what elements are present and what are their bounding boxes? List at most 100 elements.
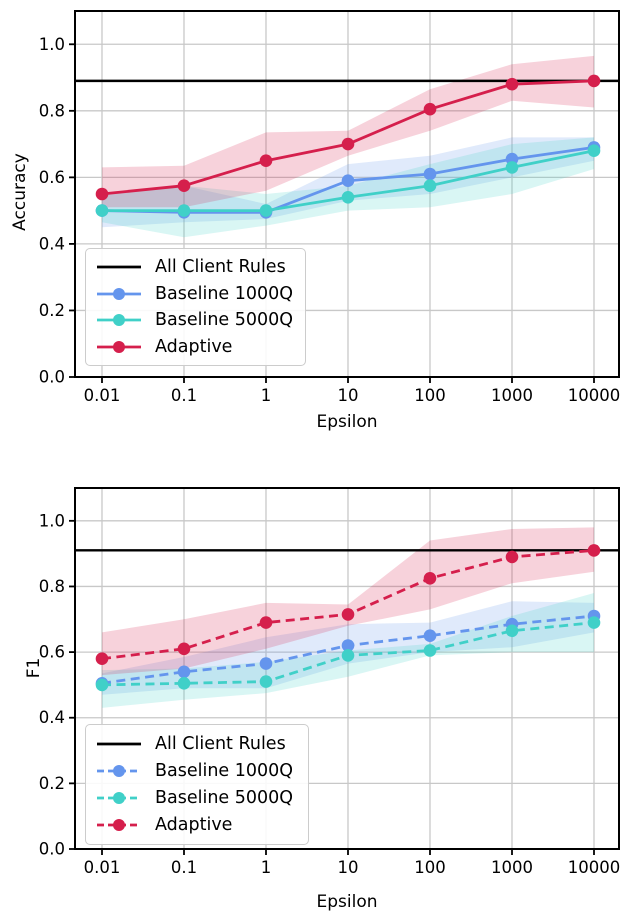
data-point — [177, 677, 191, 690]
data-point — [95, 652, 109, 665]
x-tick-label: 1000 — [491, 386, 533, 405]
data-point — [423, 179, 437, 192]
x-tick-label: 100 — [414, 386, 446, 405]
accuracy-x-axis-label: Epsilon — [316, 412, 378, 432]
legend-item-baseline-5000q: Baseline 5000Q — [96, 307, 295, 334]
data-point — [505, 161, 519, 174]
data-point — [423, 102, 437, 116]
data-point — [259, 616, 273, 629]
data-point — [341, 649, 355, 662]
legend-label: Baseline 1000Q — [155, 283, 294, 304]
x-tick-label: 1 — [261, 386, 272, 405]
legend-item-adaptive: Adaptive — [96, 812, 298, 839]
data-point — [259, 204, 273, 217]
legend-item-all-client-rules: All Client Rules — [96, 254, 295, 281]
axes-border — [74, 10, 620, 378]
x-tick-label: 0.01 — [84, 858, 121, 877]
legend-label: Adaptive — [155, 336, 233, 357]
legend-marker — [113, 287, 125, 300]
data-point — [259, 657, 273, 670]
data-point — [505, 77, 519, 91]
legend-label: Adaptive — [155, 815, 233, 836]
y-tick-label: 0.2 — [39, 774, 65, 793]
legend-marker — [113, 764, 125, 777]
legend-label: Baseline 5000Q — [155, 310, 294, 331]
data-point — [423, 629, 437, 642]
y-tick-label: 0.8 — [39, 101, 65, 120]
legend-item-all-client-rules: All Client Rules — [96, 730, 298, 757]
x-tick-label: 0.1 — [171, 858, 197, 877]
data-point — [341, 137, 355, 151]
baseline-5000q-line-swatch — [96, 788, 142, 808]
legend-label: All Client Rules — [155, 257, 286, 278]
legend-item-baseline-1000q: Baseline 1000Q — [96, 281, 295, 308]
data-point — [95, 678, 109, 692]
data-point — [177, 204, 191, 217]
adaptive-line-swatch — [96, 815, 142, 835]
data-point — [341, 639, 355, 652]
data-point — [587, 544, 601, 557]
x-tick-label: 1000 — [491, 858, 533, 877]
data-point — [259, 675, 273, 688]
y-tick-label: 0.4 — [39, 234, 65, 253]
x-tick-label: 100 — [414, 858, 446, 877]
y-tick-label: 0.2 — [39, 301, 65, 320]
data-point — [505, 550, 519, 564]
confidence-band — [102, 527, 594, 676]
x-tick-label: 0.01 — [84, 386, 121, 405]
data-point — [95, 187, 109, 201]
x-tick-label: 10000 — [568, 386, 621, 405]
data-point — [423, 167, 437, 181]
y-tick-label: 1.0 — [39, 511, 65, 530]
legend-item-adaptive: Adaptive — [96, 334, 295, 361]
x-tick-label: 1 — [261, 858, 272, 877]
y-tick-label: 0.6 — [39, 168, 65, 187]
data-point — [423, 572, 437, 585]
axes-border — [74, 487, 620, 850]
confidence-band — [102, 55, 594, 208]
x-tick-label: 0.1 — [171, 386, 197, 405]
data-point — [341, 608, 355, 621]
data-point — [95, 204, 109, 217]
all-client-rules-line-swatch — [96, 734, 142, 754]
data-point — [259, 154, 273, 167]
data-point — [177, 179, 191, 192]
x-tick-label: 10 — [338, 386, 359, 405]
x-tick-label: 10000 — [568, 858, 621, 877]
f1-legend: All Client Rules Baseline 1000Q Baseline… — [85, 724, 309, 845]
data-point — [423, 644, 437, 657]
data-point — [177, 665, 191, 679]
baseline-5000q-line-swatch — [96, 310, 142, 330]
baseline-1000q-line-swatch — [96, 284, 142, 304]
data-point — [587, 74, 601, 88]
y-tick-label: 0.8 — [39, 577, 65, 596]
y-tick-label: 0.4 — [39, 708, 65, 727]
legend-item-baseline-1000q: Baseline 1000Q — [96, 757, 298, 784]
f1-x-axis-label: Epsilon — [316, 892, 378, 912]
y-tick-label: 0.0 — [39, 840, 65, 859]
data-point — [341, 191, 355, 204]
confidence-band — [102, 593, 594, 708]
f1-y-axis-label: F1 — [24, 657, 44, 679]
data-point — [587, 144, 601, 157]
data-point — [587, 616, 601, 629]
y-tick-label: 0.0 — [39, 368, 65, 387]
legend-label: All Client Rules — [155, 733, 286, 754]
legend-marker — [113, 314, 125, 327]
baseline-1000q-line-swatch — [96, 761, 142, 781]
accuracy-legend: All Client Rules Baseline 1000Q Baseline… — [85, 248, 306, 366]
legend-marker — [113, 819, 125, 832]
data-point — [505, 624, 519, 638]
adaptive-line-swatch — [96, 337, 142, 357]
legend-label: Baseline 1000Q — [155, 760, 294, 781]
legend-label: Baseline 5000Q — [155, 788, 294, 809]
y-tick-label: 0.6 — [39, 643, 65, 662]
x-tick-label: 10 — [338, 858, 359, 877]
legend-marker — [113, 340, 125, 353]
legend-item-baseline-5000q: Baseline 5000Q — [96, 785, 298, 812]
accuracy-y-axis-label: Accuracy — [10, 153, 30, 231]
all-client-rules-line-swatch — [96, 257, 142, 277]
legend-marker — [113, 792, 125, 805]
data-point — [177, 642, 191, 656]
